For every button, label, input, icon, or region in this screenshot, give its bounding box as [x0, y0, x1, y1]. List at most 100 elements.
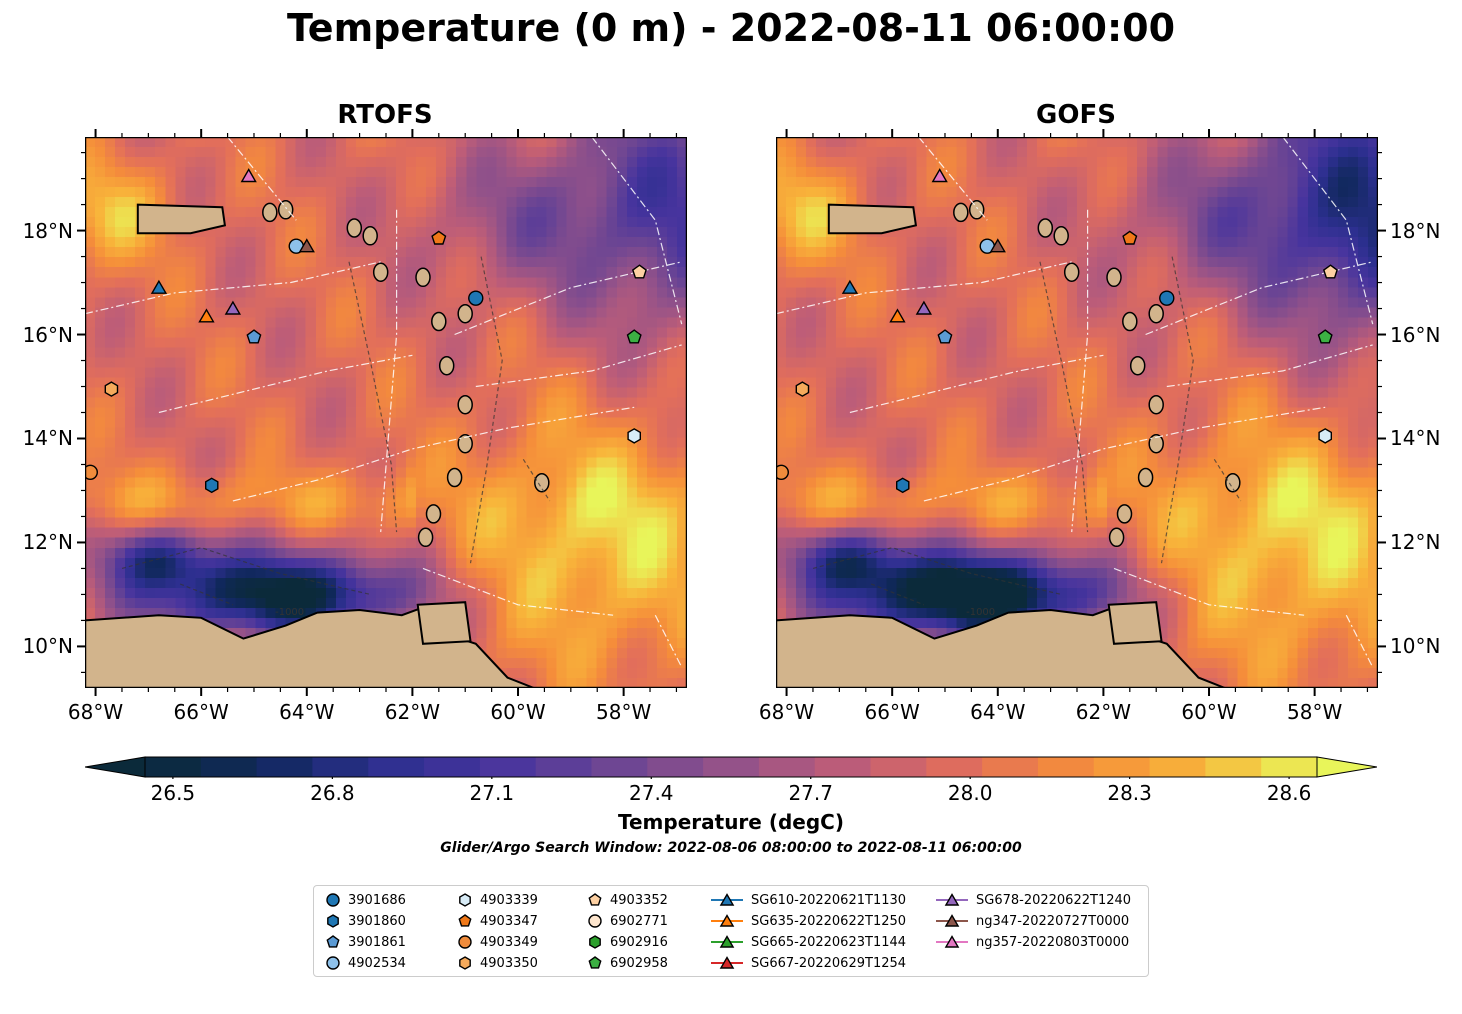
- marker-4903349: [85, 464, 98, 480]
- colorbar-segment: [312, 757, 369, 777]
- legend-label: ng347-20220727T0000: [976, 913, 1130, 929]
- legend-item: 6902916: [586, 932, 668, 952]
- colorbar-segment: [145, 757, 202, 777]
- legend-swatch: [459, 893, 471, 907]
- x-tick-label: 68°W: [67, 700, 124, 724]
- marker-6902958: [1317, 329, 1333, 344]
- isobath-label: -1000: [275, 607, 304, 618]
- marker-4903347: [431, 230, 447, 245]
- y-tick-label: 16°N: [22, 322, 73, 347]
- colorbar-tick-label: 28.0: [947, 781, 993, 805]
- search-window-text: Glider/Argo Search Window: 2022-08-06 08…: [440, 840, 1022, 856]
- marker-4903352: [1322, 264, 1338, 279]
- legend-marker: [588, 893, 602, 906]
- marker-4903347: [1122, 230, 1138, 245]
- marker-4903350: [795, 381, 810, 397]
- legend-label: 4903352: [610, 892, 668, 908]
- marker-SG610-20220621T1130: [841, 279, 859, 294]
- colorbar-segment: [479, 757, 537, 777]
- legend-swatch: [326, 935, 340, 948]
- colorbar-tick-label: 26.5: [150, 781, 196, 805]
- colorbar-segment: [703, 757, 760, 777]
- axis-ticks: [77, 129, 1386, 696]
- legend-marker: [719, 914, 735, 927]
- y-tick-label: 12°N: [22, 530, 73, 555]
- x-tick-label: 66°W: [864, 700, 920, 724]
- legend-item: SG635-20220622T1250: [709, 911, 906, 931]
- panel-title-gofs: GOFS: [1036, 100, 1116, 130]
- legend-label: 3901861: [348, 934, 406, 950]
- legend-item: ng347-20220727T0000: [934, 911, 1129, 931]
- legend-item: SG667-20220629T1254: [709, 953, 906, 973]
- colorbar-segment: [926, 757, 983, 777]
- legend: 3901686 3901860 3901861 4902534 4903339 49033…: [313, 885, 1149, 977]
- marker-3901860: [204, 477, 219, 494]
- eez-boundaries: [85, 137, 683, 668]
- legend-marker: [719, 956, 735, 969]
- legend-swatch: [711, 914, 743, 927]
- colorbar-segment: [758, 757, 816, 777]
- legend-swatch: [588, 893, 602, 906]
- legend-swatch: [327, 914, 339, 928]
- y-tick-label: 12°N: [1390, 530, 1441, 555]
- legend-label: 4903350: [480, 955, 538, 971]
- land-trinidad: [416, 601, 472, 645]
- x-tick-label: 62°W: [1075, 700, 1131, 724]
- legend-marker: [458, 914, 472, 927]
- legend-marker: [458, 935, 472, 949]
- colorbar-label: Temperature (degC): [618, 810, 844, 834]
- lesser-antilles: [262, 200, 550, 548]
- legend-item: ng357-20220803T0000: [934, 932, 1129, 952]
- legend-item: 4903350: [456, 953, 538, 973]
- legend-label: ng357-20220803T0000: [976, 934, 1130, 950]
- colorbar-segment: [368, 757, 425, 777]
- legend-marker: [327, 914, 339, 928]
- colorbar-tick-label: 27.7: [788, 781, 833, 805]
- marker-4903352: [631, 264, 647, 279]
- marker-4903339: [627, 428, 641, 444]
- lesser-antilles: [953, 200, 1241, 548]
- legend-label: 6902916: [610, 934, 668, 950]
- x-tick-label: 66°W: [173, 700, 229, 724]
- legend-marker: [944, 893, 960, 906]
- colorbar-tick-label: 27.1: [469, 781, 515, 805]
- legend-swatch: [936, 914, 968, 927]
- marker-4903350: [104, 381, 119, 397]
- marker-SG635-20220622T1250: [198, 308, 215, 323]
- x-tick-label: 58°W: [1287, 700, 1343, 724]
- colorbar-segment: [591, 757, 648, 777]
- x-tick-label: 62°W: [384, 700, 440, 724]
- legend-marker: [588, 956, 602, 969]
- x-tick-label: 60°W: [490, 700, 546, 724]
- x-tick-label: 64°W: [279, 700, 335, 724]
- legend-swatch: [458, 935, 472, 949]
- legend-marker: [459, 956, 471, 970]
- colorbar-segment: [647, 757, 704, 777]
- panel-title-rtofs: RTOFS: [337, 100, 433, 130]
- legend-label: 3901686: [348, 892, 406, 908]
- marker-6902958: [626, 329, 642, 344]
- legend-marker: [944, 935, 960, 948]
- land-puerto-rico: [136, 203, 227, 235]
- marker-4903339: [1318, 428, 1332, 444]
- legend-label: SG678-20220622T1240: [976, 892, 1132, 908]
- colorbar-tick-label: 28.3: [1107, 781, 1152, 805]
- colorbar-segment: [982, 757, 1039, 777]
- legend-label: 4903339: [480, 892, 538, 908]
- y-tick-label: 18°N: [1390, 218, 1441, 243]
- colorbar-segment: [200, 757, 258, 777]
- legend-label: 6902958: [610, 955, 668, 971]
- legend-item: 3901686: [324, 890, 406, 910]
- marker-ng347-20220727T0000: [298, 238, 315, 253]
- marker-4903349: [776, 464, 789, 480]
- legend-swatch: [711, 935, 743, 948]
- legend-marker: [944, 914, 960, 927]
- legend-item: 4903347: [456, 911, 538, 931]
- legend-item: SG610-20220621T1130: [709, 890, 906, 910]
- legend-swatch: [936, 935, 968, 948]
- legend-swatch: [711, 893, 743, 906]
- legend-item: SG665-20220623T1144: [709, 932, 906, 952]
- legend-marker: [326, 935, 340, 948]
- y-tick-label: 14°N: [1390, 426, 1441, 451]
- isobath-1000: [121, 256, 551, 606]
